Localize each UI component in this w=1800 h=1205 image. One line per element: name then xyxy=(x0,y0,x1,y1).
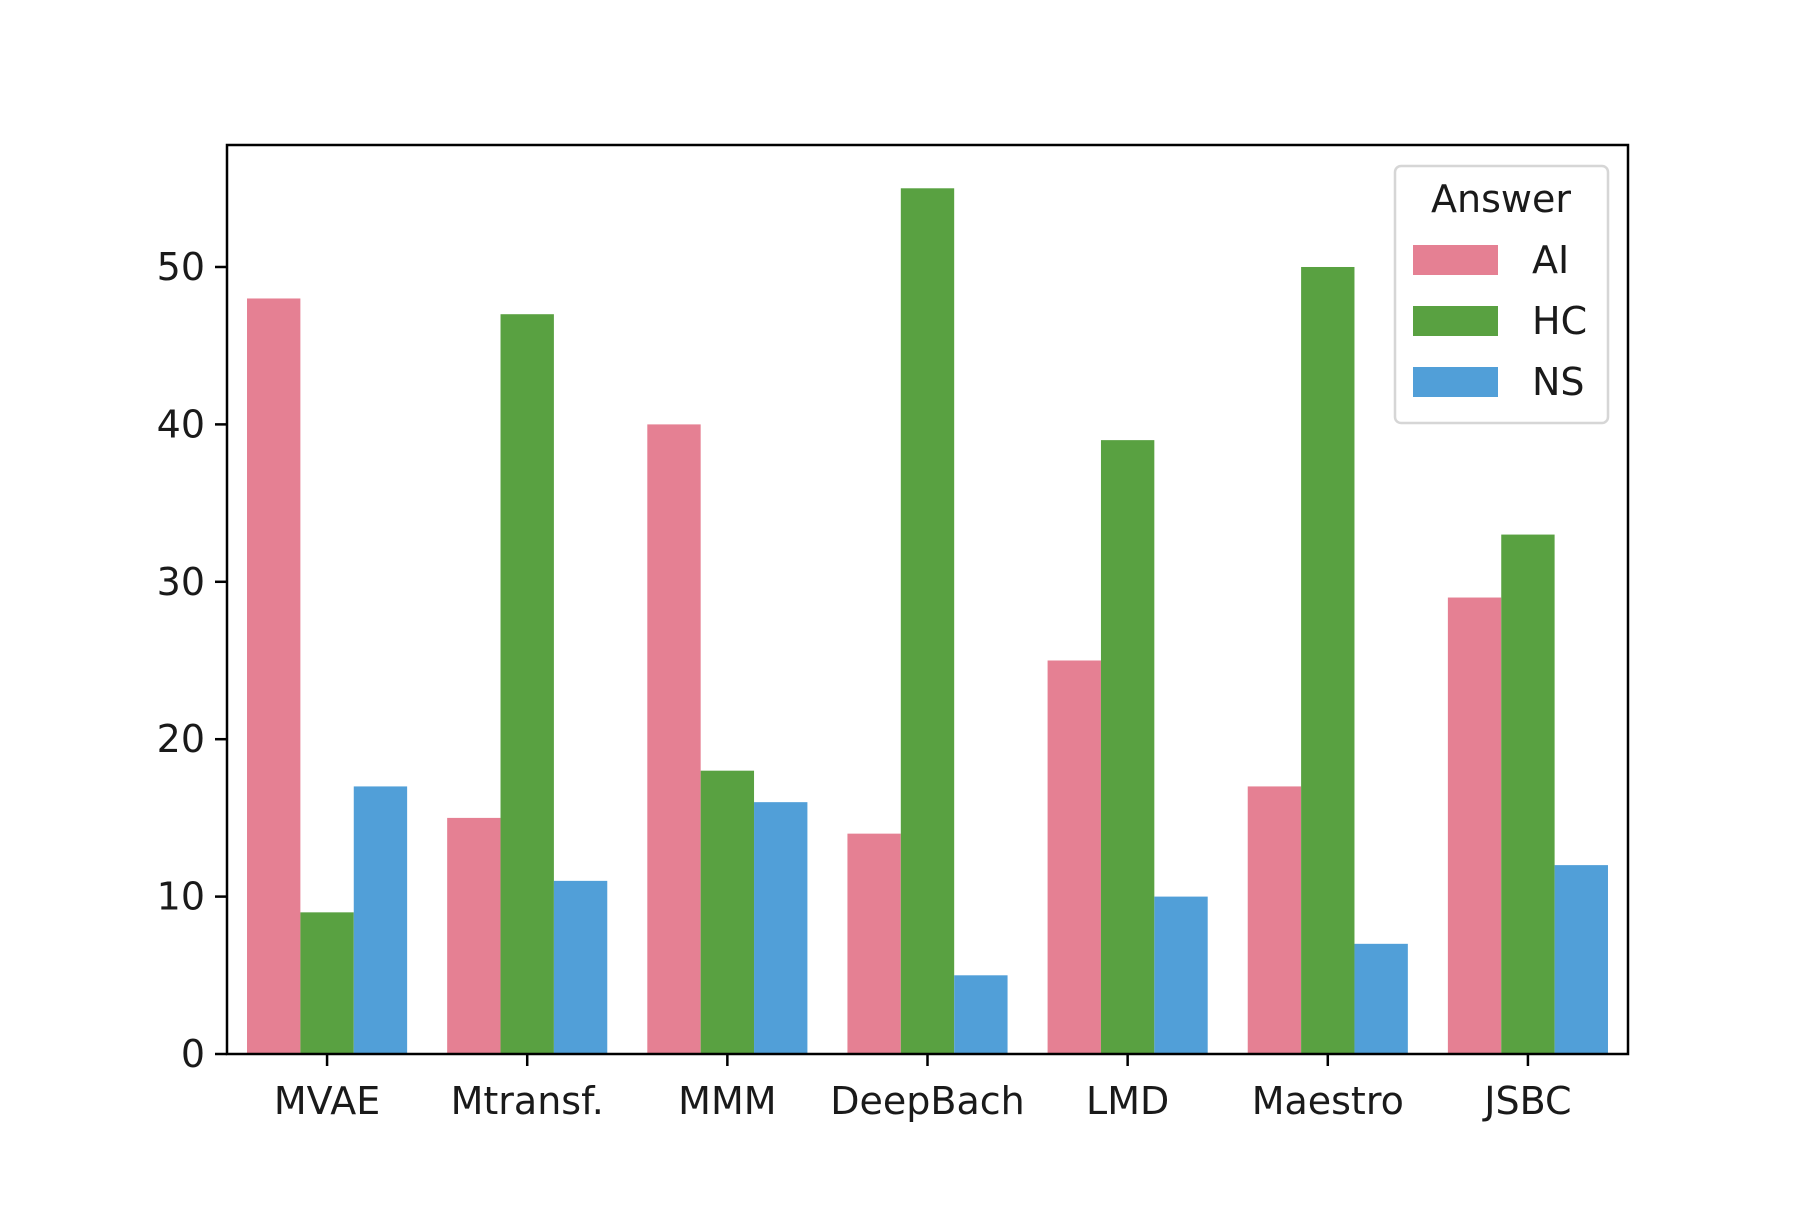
y-tick-label-1: 10 xyxy=(157,875,205,919)
y-axis: 0 10 20 30 40 50 xyxy=(157,245,227,1076)
legend-swatch-ns xyxy=(1413,367,1498,397)
plot-frame xyxy=(225,143,1630,1056)
bar-hc-1 xyxy=(500,314,554,1055)
bar-ai-3 xyxy=(847,833,901,1054)
y-tick-label-4: 40 xyxy=(157,402,205,446)
bar-ai-4 xyxy=(1047,660,1101,1054)
x-tick-label-4: LMD xyxy=(1086,1079,1169,1123)
x-axis: MVAE Mtransf. MMM DeepBach LMD Maestro JSBC xyxy=(274,1054,1572,1123)
bar-ns-5 xyxy=(1354,943,1408,1054)
bar-hc-5 xyxy=(1301,266,1355,1054)
x-tick-label-6: JSBC xyxy=(1482,1079,1571,1123)
bar-ai-2 xyxy=(647,424,701,1054)
bar-hc-3 xyxy=(900,188,955,1055)
legend-label-hc: HC xyxy=(1532,299,1587,343)
x-tick-label-2: MMM xyxy=(678,1079,776,1123)
legend-swatch-hc xyxy=(1413,306,1498,336)
x-tick-label-1: Mtransf. xyxy=(451,1079,604,1123)
legend-title: Answer xyxy=(1431,177,1571,221)
bar-hc-0 xyxy=(300,912,354,1054)
legend-swatch-ai xyxy=(1413,245,1498,275)
x-tick-label-3: DeepBach xyxy=(830,1079,1024,1123)
bar-hc-4 xyxy=(1100,440,1155,1054)
x-tick-label-5: Maestro xyxy=(1252,1079,1404,1123)
y-tick-label-2: 20 xyxy=(157,717,205,761)
legend-entries: AI HC NS xyxy=(1413,238,1587,404)
bars-group xyxy=(247,188,1608,1055)
bar-ns-4 xyxy=(1154,896,1208,1054)
bar-ns-1 xyxy=(553,880,608,1054)
bar-ns-6 xyxy=(1554,865,1608,1054)
bar-ai-0 xyxy=(247,298,301,1055)
bar-ns-0 xyxy=(353,786,408,1054)
y-tick-label-3: 30 xyxy=(157,560,205,604)
bar-ns-2 xyxy=(754,802,808,1054)
legend-box xyxy=(1393,164,1610,425)
bar-ns-3 xyxy=(954,975,1008,1054)
legend: Answer AI HC NS xyxy=(1393,164,1610,425)
bar-hc-2 xyxy=(700,770,755,1054)
bar-ai-5 xyxy=(1247,786,1302,1054)
bar-ai-1 xyxy=(447,817,501,1054)
legend-label-ns: NS xyxy=(1532,360,1585,404)
legend-label-ai: AI xyxy=(1532,238,1569,282)
bar-hc-6 xyxy=(1501,534,1555,1054)
bar-ai-6 xyxy=(1447,597,1502,1054)
x-tick-label-0: MVAE xyxy=(274,1079,380,1123)
y-tick-label-5: 50 xyxy=(157,245,205,289)
y-tick-label-0: 0 xyxy=(181,1032,205,1076)
